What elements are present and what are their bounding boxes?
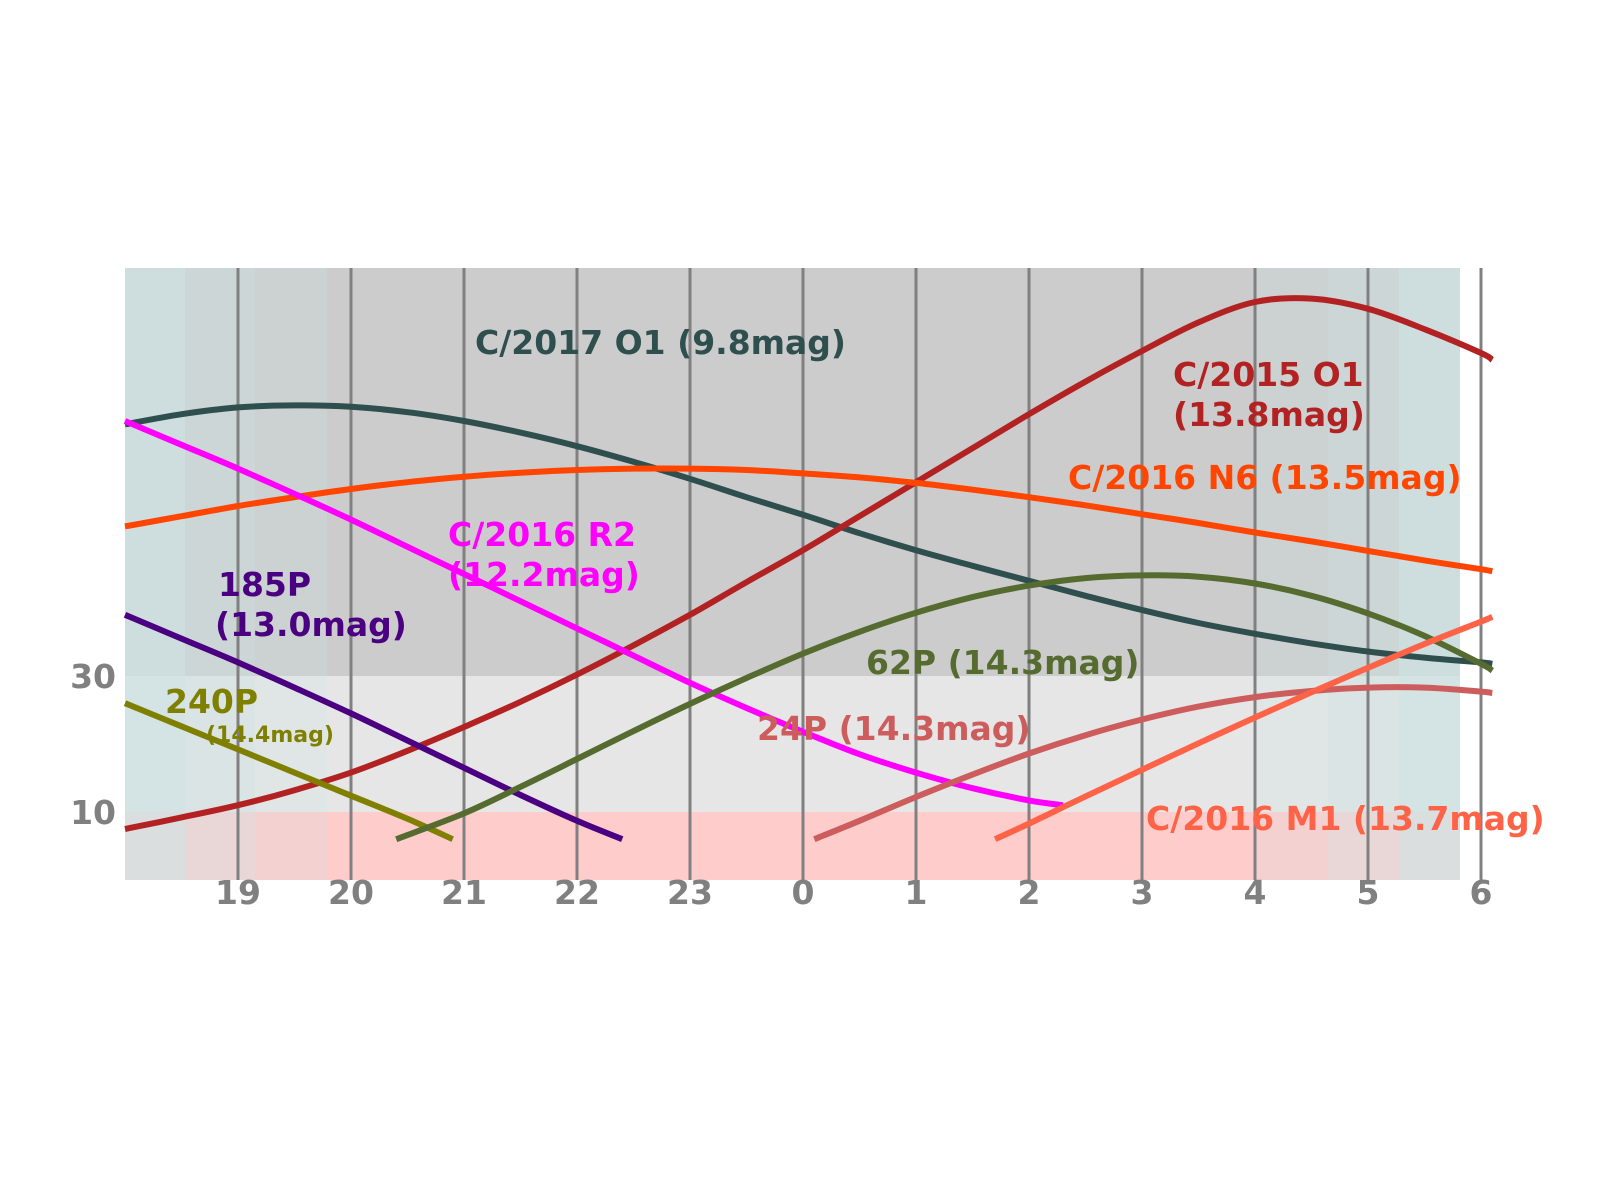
y-tick-label: 30 [70,657,116,696]
x-tick-label: 2 [1018,873,1041,912]
curve-240p [123,700,454,842]
curve-c-2016-r2 [123,418,1064,809]
twilight-strip [185,268,255,880]
label-c-2016-r2-mag: (12.2mag) [448,555,640,594]
twilight-strip [1399,268,1460,880]
label-24p: 24P (14.3mag) [757,709,1030,748]
curve-62p [395,572,1495,843]
label-c-2015-o1-mag: (13.8mag) [1173,395,1365,434]
twilight-shading [125,268,1460,880]
label-c-2017-o1: C/2017 O1 (9.8mag) [475,323,846,362]
label-185p: 185P [218,565,311,604]
x-tick-label: 20 [328,873,374,912]
label-c-2016-r2: C/2016 R2 [448,515,636,554]
label-240p: 240P [165,682,258,721]
label-240p-mag: (14.4mag) [206,723,334,748]
x-tick-label: 6 [1470,873,1493,912]
x-tick-label: 23 [667,873,713,912]
curve-c-2015-o1 [124,295,1495,832]
curve-24p [813,684,1493,842]
twilight-strip [1328,268,1399,880]
label-185p-mag: (13.0mag) [215,605,407,644]
x-tick-label: 19 [215,873,261,912]
x-tick-label: 0 [792,873,815,912]
comet-labels: C/2017 O1 (9.8mag) C/2015 O1(13.8mag) C/20… [165,323,1545,838]
x-tick-label: 3 [1131,873,1154,912]
twilight-strip [125,268,185,880]
x-tick-labels: 19 20 21 22 23 0 1 2 3 4 5 6 [215,873,1492,912]
x-tick-label: 21 [441,873,487,912]
x-tick-label: 5 [1357,873,1380,912]
label-62p: 62P (14.3mag) [866,643,1139,682]
y-tick-label: 10 [70,793,116,832]
curve-c-2017-o1 [124,402,1493,667]
curve-c-2016-m1 [993,614,1494,842]
x-tick-label: 1 [905,873,928,912]
label-c-2016-m1: C/2016 M1 (13.7mag) [1146,799,1545,838]
curve-185p [123,612,624,842]
altitude-band-0-10 [125,812,1460,880]
y-tick-labels: 10 30 [70,657,116,832]
x-tick-label: 4 [1244,873,1267,912]
comet-curves [123,295,1495,843]
curve-c-2016-n6 [124,465,1493,575]
label-c-2015-o1: C/2015 O1 [1173,355,1364,394]
twilight-strip [1257,268,1328,880]
x-tick-label: 22 [554,873,600,912]
label-c-2016-n6: C/2016 N6 (13.5mag) [1068,458,1462,497]
